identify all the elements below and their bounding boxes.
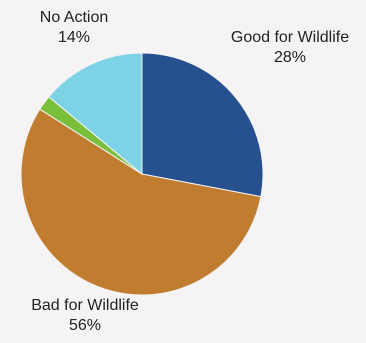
label-no-action-percent: 14%: [57, 29, 91, 46]
pie-slice-bad-for-wildlife: [20, 108, 262, 296]
pie-slice-good-for-wildlife: [141, 52, 264, 198]
label-good-for-wildlife-percent: 28%: [273, 49, 307, 66]
label-bad-for-wildlife-percent: 56%: [68, 317, 102, 334]
label-no-action: No Action 14%: [40, 8, 108, 48]
label-good-for-wildlife-name: Good for Wildlife: [230, 29, 350, 46]
label-bad-for-wildlife: Bad for Wildlife 56%: [31, 296, 139, 336]
label-bad-for-wildlife-name: Bad for Wildlife: [31, 297, 139, 314]
pie-slice-no-action: [48, 52, 143, 176]
label-no-action-name: No Action: [39, 9, 109, 26]
label-good-for-wildlife: Good for Wildlife 28%: [231, 28, 349, 68]
